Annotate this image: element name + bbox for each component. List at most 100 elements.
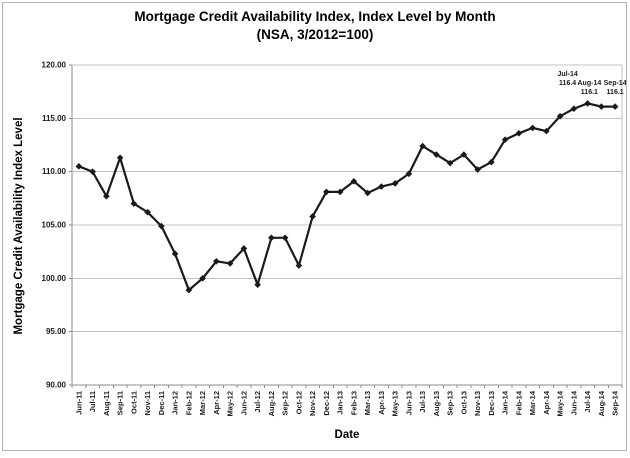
x-tick-label: Aug-11 [102,391,111,416]
y-tick-label: 90.00 [46,381,67,390]
y-tick-label: 120.00 [42,61,67,70]
data-point-marker [281,234,289,242]
chart-subtitle: (NSA, 3/2012=100) [256,27,374,42]
data-point-marker [598,103,605,110]
x-tick-label: Sep-12 [281,391,290,416]
x-tick-label: Oct-11 [129,391,138,414]
data-point-marker [226,260,234,267]
x-tick-label: Nov-12 [308,391,317,416]
x-tick-label: Sep-14 [611,390,620,415]
x-tick-label: May-14 [556,390,565,416]
data-label-month: Sep-14 [604,80,627,87]
x-tick-label: Jan-12 [171,391,180,415]
x-tick-label: Dec-11 [157,391,166,415]
y-tick-label: 110.00 [42,167,67,176]
y-tick-label: 105.00 [42,221,67,230]
x-tick-label: Sep-11 [116,391,125,415]
data-label-value: 116.4 [559,80,576,87]
data-point-marker [213,257,220,265]
x-tick-label: Feb-14 [514,390,523,415]
x-tick-label: Jul-12 [253,391,262,413]
data-point-marker [556,112,564,120]
data-point-marker [268,234,275,242]
y-tick-label: 100.00 [42,274,67,283]
x-tick-label: Oct-13 [459,391,468,414]
data-point-marker [185,286,193,294]
chart-outer-border [2,2,627,451]
x-tick-label: Jul-13 [418,391,427,413]
x-tick-label: Jan-13 [336,391,345,415]
x-tick-label: Jun-11 [74,391,83,415]
x-tick-label: Nov-13 [473,391,482,416]
data-point-marker [405,170,413,178]
data-point-marker [116,154,124,162]
x-tick-label: Apr-14 [542,390,551,415]
x-tick-label: Mar-14 [528,390,537,415]
data-label-month: Aug-14 [578,80,602,87]
x-tick-label: Jul-14 [583,390,592,413]
x-tick-label: Aug-13 [432,391,441,416]
x-tick-label: Apr-13 [377,391,386,415]
data-point-marker [364,189,371,197]
data-point-marker [199,275,206,282]
x-tick-label: Feb-12 [184,391,193,415]
x-tick-label: Mar-12 [198,391,207,415]
y-tick-label: 95.00 [46,327,67,336]
x-tick-label: Jun-14 [569,390,578,415]
x-tick-label: Oct-12 [294,391,303,414]
data-point-marker [391,180,399,187]
data-point-marker [419,142,426,150]
data-point-marker [254,281,261,289]
data-point-marker [570,105,578,113]
data-point-marker [378,183,385,190]
data-point-marker [295,262,303,269]
data-point-marker [144,208,151,216]
data-point-marker [89,168,96,175]
data-point-marker [515,129,523,137]
data-label-value: 116.1 [607,89,624,96]
x-tick-label: Aug-12 [267,391,276,416]
x-axis-title: Date [334,429,360,441]
x-tick-label: Aug-14 [597,390,606,416]
x-tick-label: May-13 [391,391,400,416]
x-tick-label: Jun-12 [239,391,248,415]
data-label-value: 116.1 [581,89,598,96]
x-tick-label: Jan-14 [501,390,510,415]
x-tick-label: Dec-13 [487,391,496,416]
data-point-marker [446,159,454,167]
data-point-marker [488,158,495,166]
data-point-marker [130,200,138,207]
x-tick-label: May-12 [226,391,235,416]
data-point-marker [103,192,110,200]
x-tick-label: Sep-13 [446,391,455,416]
data-point-marker [584,100,591,107]
x-tick-label: Nov-11 [143,391,152,416]
data-point-marker [323,188,330,196]
x-tick-label: Apr-12 [212,391,221,415]
x-tick-label: Jun-13 [404,391,413,415]
data-point-marker [611,103,619,110]
data-label-month: Jul-14 [558,71,578,78]
y-tick-label: 115.00 [42,114,67,123]
data-point-marker [336,188,344,196]
data-point-marker [433,151,440,158]
data-point-marker [543,127,550,135]
data-point-marker [501,136,509,143]
series-line [78,102,616,292]
data-point-marker [460,151,468,158]
x-tick-label: Dec-12 [322,391,331,416]
x-tick-label: Mar-13 [363,391,372,415]
data-point-marker [474,166,481,173]
data-point-marker [171,250,179,258]
data-point-marker [240,245,248,252]
x-tick-label: Feb-13 [349,391,358,415]
data-point-marker [158,222,165,230]
data-point-marker [350,177,358,185]
data-point-marker [309,213,316,220]
chart-title: Mortgage Credit Availability Index, Inde… [134,9,496,24]
data-point-marker [75,163,83,170]
x-tick-label: Jul-11 [88,391,97,412]
data-point-marker [529,124,536,132]
